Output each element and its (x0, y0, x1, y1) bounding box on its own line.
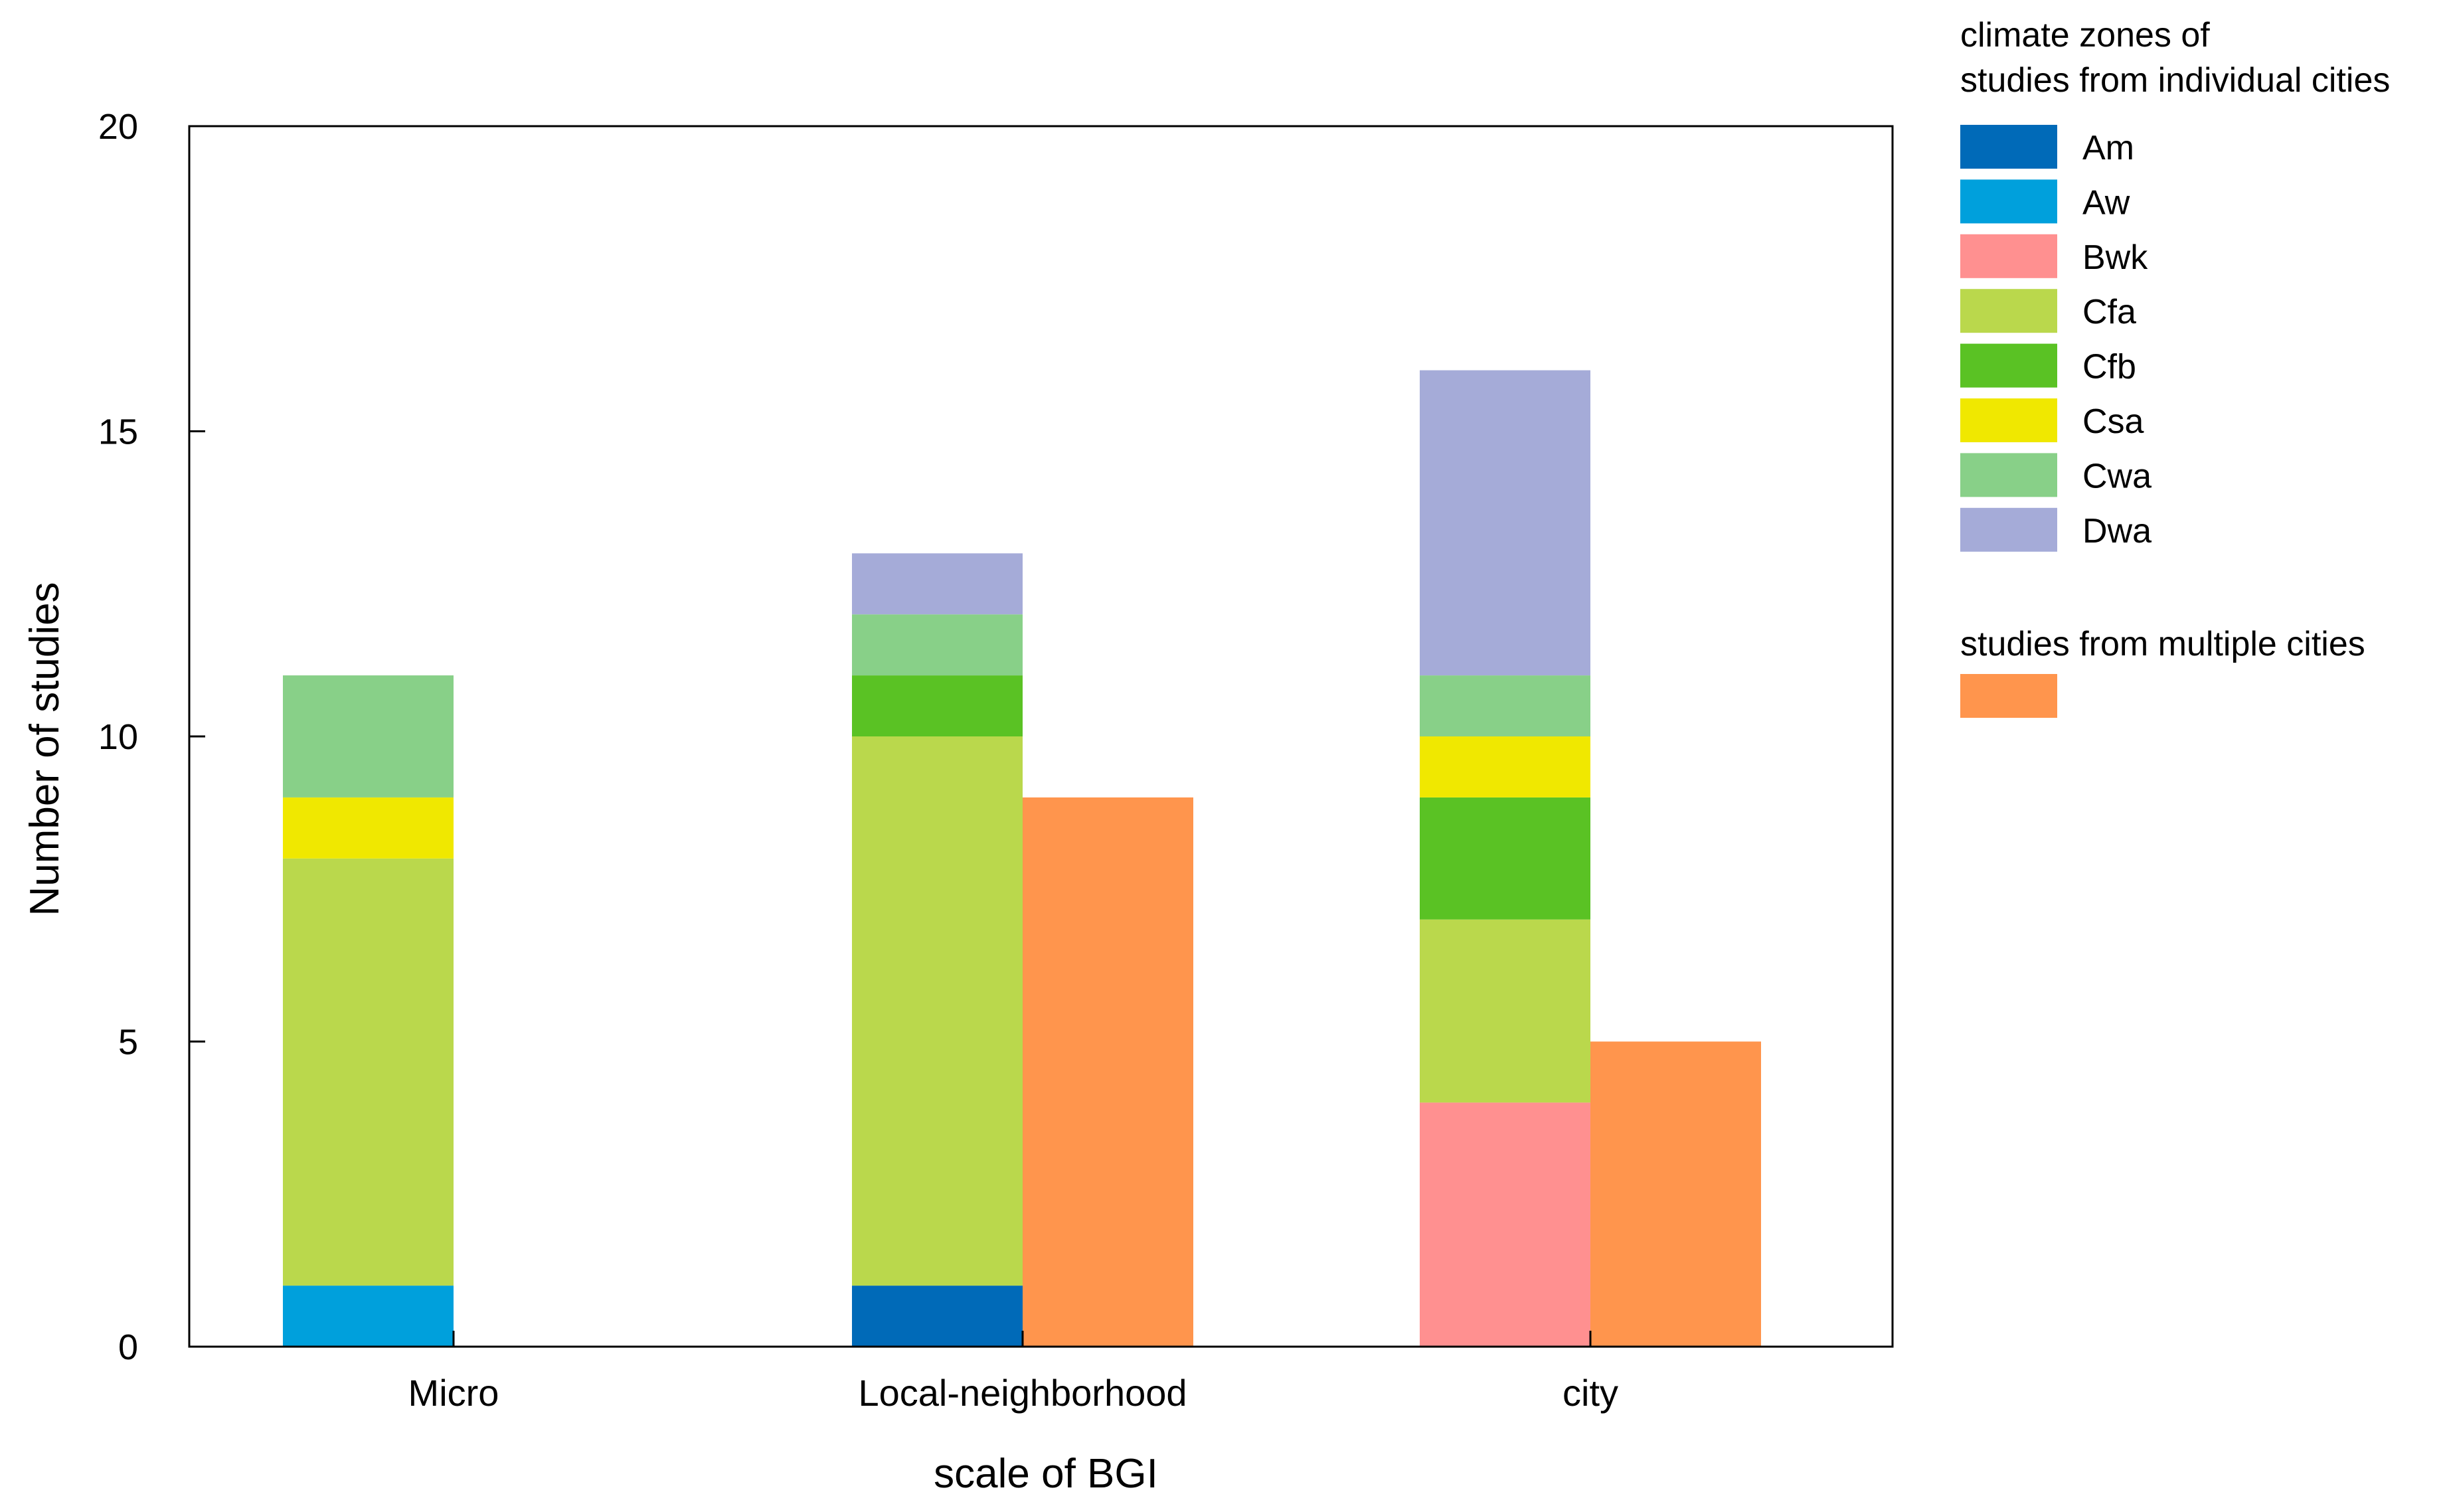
bar-bwk-city (1420, 1102, 1590, 1347)
legend-label-csa: Csa (2082, 402, 2144, 441)
y-axis: 0 5 10 15 20 (98, 107, 205, 1367)
legend: climate zones of studies from individual … (1960, 16, 2390, 718)
bar-csa-micro (283, 797, 454, 859)
y-tick-label-20: 20 (98, 107, 138, 147)
legend-label-bwk: Bwk (2082, 238, 2148, 277)
bar-multiple-cities-city (1590, 1041, 1761, 1347)
bar-cfa-micro (283, 858, 454, 1286)
x-tick-label-local-neighborhood: Local-neighborhood (858, 1372, 1187, 1414)
bar-cwa-city (1420, 675, 1590, 736)
bar-csa-city (1420, 736, 1590, 798)
y-tick-label-15: 15 (98, 412, 138, 452)
bar-cfa-local-neighborhood (852, 736, 1023, 1286)
y-tick-label-5: 5 (118, 1023, 138, 1062)
legend-swatch-dwa (1960, 507, 2057, 552)
x-tick-label-city: city (1562, 1372, 1618, 1414)
legend-label-aw: Aw (2082, 183, 2130, 222)
legend-multiple-cities-title: studies from multiple cities (1960, 625, 2365, 663)
legend-label-dwa: Dwa (2082, 512, 2152, 550)
legend-swatch-cfa (1960, 289, 2057, 333)
x-tick-label-micro: Micro (408, 1372, 499, 1414)
bars-layer (283, 370, 1761, 1347)
legend-swatch-csa (1960, 398, 2057, 442)
legend-swatch-aw (1960, 179, 2057, 224)
bar-aw-micro (283, 1286, 454, 1347)
legend-swatch-am (1960, 125, 2057, 169)
x-axis-label: scale of BGI (934, 1451, 1158, 1497)
y-axis-label: Number of studies (22, 582, 68, 916)
bar-am-local-neighborhood (852, 1286, 1023, 1347)
bar-dwa-local-neighborhood (852, 553, 1023, 615)
legend-label-cwa: Cwa (2082, 457, 2152, 495)
legend-label-cfa: Cfa (2082, 293, 2136, 331)
bar-cfa-city (1420, 919, 1590, 1103)
bar-cwa-local-neighborhood (852, 614, 1023, 676)
bar-cwa-micro (283, 675, 454, 798)
legend-title: climate zones of studies from individual … (1960, 16, 2390, 100)
bar-multiple-cities-local-neighborhood (1023, 797, 1193, 1347)
legend-swatch-bwk (1960, 234, 2057, 278)
legend-label-cfb: Cfb (2082, 348, 2136, 386)
legend-swatch-multiple-cities (1960, 674, 2057, 718)
legend-swatch-cfb (1960, 343, 2057, 388)
bar-cfb-local-neighborhood (852, 675, 1023, 736)
bar-cfb-city (1420, 797, 1590, 920)
x-axis: Micro Local-neighborhood city (408, 1331, 1618, 1414)
legend-swatch-cwa (1960, 453, 2057, 497)
bar-dwa-city (1420, 370, 1590, 676)
y-tick-label-10: 10 (98, 717, 138, 757)
y-tick-label-0: 0 (118, 1327, 138, 1367)
legend-label-am: Am (2082, 129, 2134, 167)
